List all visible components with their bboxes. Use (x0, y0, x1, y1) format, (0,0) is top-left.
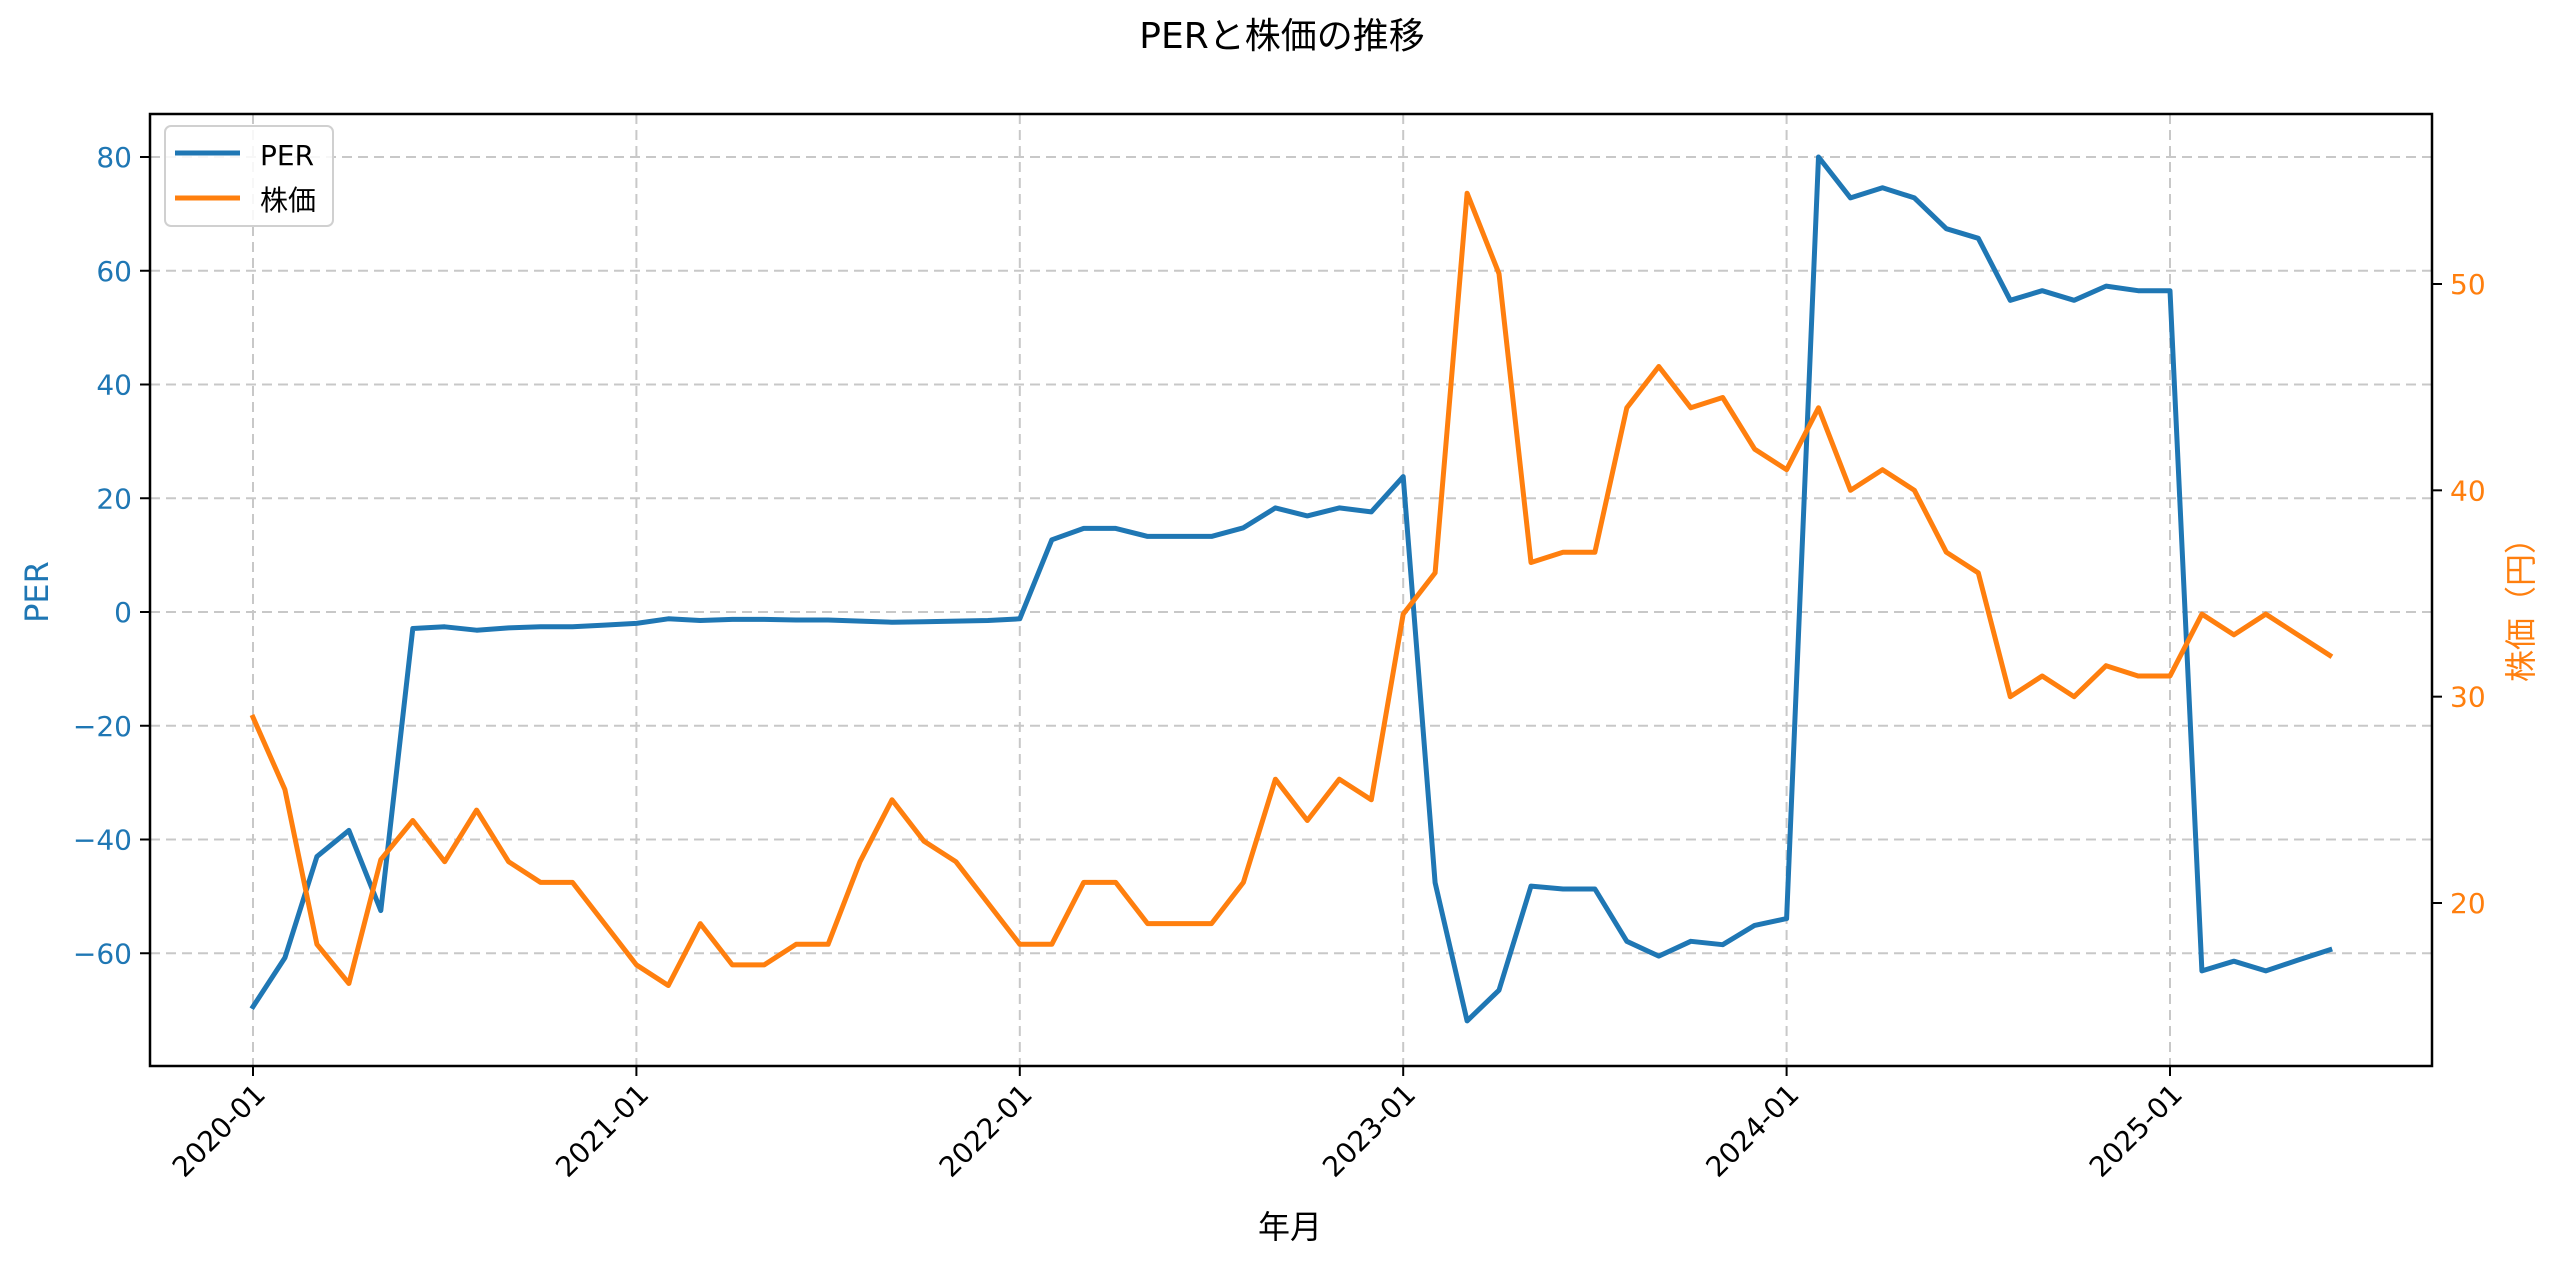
right-y-tick-label: 20 (2450, 887, 2486, 920)
chart-title: PERと株価の推移 (1139, 16, 1424, 57)
price-series-line (249, 190, 2334, 988)
right-y-axis-label: 株価（円） (2502, 522, 2540, 682)
x-tick-label: 2022-01 (933, 1078, 1039, 1184)
legend: PER 株価 (164, 125, 334, 227)
left-y-axis-ticks: −60 −40 −20 0 20 40 60 80 (73, 141, 150, 970)
x-tick-label: 2025-01 (2083, 1078, 2189, 1184)
right-y-tick-label: 40 (2450, 474, 2486, 507)
per-series-line (249, 154, 2333, 1024)
plot-frame (148, 112, 2434, 1068)
x-axis-label: 年月 (1258, 1208, 1322, 1246)
legend-per-label: PER (260, 139, 314, 172)
price-line (249, 190, 2334, 988)
x-tick-label: 2021-01 (549, 1078, 655, 1184)
left-y-tick-label: −60 (73, 937, 132, 970)
right-y-tick-label: 50 (2450, 268, 2486, 301)
left-y-tick-label: −20 (73, 710, 132, 743)
x-tick-label: 2020-01 (166, 1078, 272, 1184)
left-y-axis-label: PER (18, 561, 56, 623)
legend-price-label: 株価 (260, 184, 316, 217)
grid-lines (150, 114, 2432, 1066)
x-axis-ticks: 2020-01 2021-01 2022-01 2023-01 2024-01 2025-… (166, 1066, 2189, 1184)
left-y-tick-label: 20 (96, 482, 132, 515)
left-y-tick-label: 40 (96, 369, 132, 402)
left-y-tick-label: −40 (73, 824, 132, 857)
left-y-tick-label: 80 (96, 141, 132, 174)
x-tick-label: 2024-01 (1699, 1078, 1805, 1184)
right-y-tick-label: 30 (2450, 681, 2486, 714)
per-line (249, 154, 2333, 1024)
left-y-tick-label: 0 (114, 596, 132, 629)
right-y-axis-ticks: 20 30 40 50 (2432, 268, 2486, 920)
left-y-tick-label: 60 (96, 255, 132, 288)
x-tick-label: 2023-01 (1316, 1078, 1422, 1184)
